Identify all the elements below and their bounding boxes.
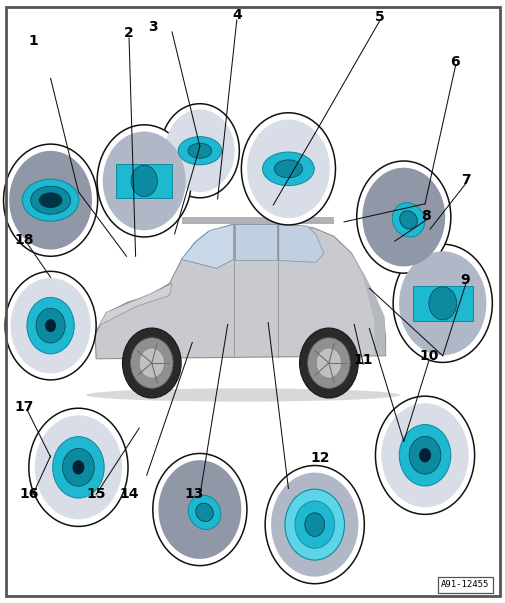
- Text: 8: 8: [420, 209, 430, 223]
- Circle shape: [153, 453, 246, 566]
- Circle shape: [5, 271, 96, 380]
- Text: 6: 6: [449, 55, 460, 69]
- Text: 17: 17: [14, 400, 33, 414]
- Ellipse shape: [22, 179, 79, 221]
- Circle shape: [294, 501, 334, 548]
- Ellipse shape: [262, 152, 314, 186]
- Circle shape: [362, 168, 444, 267]
- Polygon shape: [116, 164, 172, 198]
- Polygon shape: [278, 224, 323, 262]
- Circle shape: [375, 396, 474, 514]
- Polygon shape: [235, 224, 277, 260]
- Circle shape: [428, 287, 456, 320]
- Text: 7: 7: [460, 172, 470, 187]
- Circle shape: [35, 415, 122, 519]
- Text: 2: 2: [124, 26, 134, 40]
- Text: 1: 1: [28, 34, 38, 48]
- Circle shape: [398, 251, 485, 355]
- Text: 12: 12: [310, 451, 329, 466]
- Text: 18: 18: [14, 233, 33, 247]
- Circle shape: [72, 460, 84, 475]
- Polygon shape: [95, 283, 172, 333]
- Text: 10: 10: [419, 349, 438, 363]
- Circle shape: [122, 328, 181, 398]
- Circle shape: [284, 489, 344, 560]
- Text: 13: 13: [184, 487, 204, 502]
- Polygon shape: [181, 224, 233, 268]
- Circle shape: [307, 338, 349, 388]
- Circle shape: [53, 437, 104, 498]
- Circle shape: [27, 297, 74, 354]
- Circle shape: [160, 104, 239, 198]
- Ellipse shape: [188, 495, 220, 529]
- Circle shape: [131, 165, 157, 197]
- Text: 5: 5: [374, 10, 384, 24]
- Ellipse shape: [86, 388, 399, 402]
- Circle shape: [11, 278, 90, 373]
- Text: 15: 15: [86, 487, 106, 502]
- Circle shape: [36, 308, 65, 343]
- Ellipse shape: [30, 186, 71, 214]
- Circle shape: [265, 466, 364, 584]
- Circle shape: [246, 119, 329, 218]
- Circle shape: [158, 460, 241, 559]
- Circle shape: [103, 131, 185, 230]
- Text: 4: 4: [231, 8, 241, 22]
- Circle shape: [392, 244, 491, 362]
- Circle shape: [418, 448, 430, 463]
- Polygon shape: [412, 286, 472, 321]
- Ellipse shape: [39, 192, 62, 208]
- Circle shape: [409, 437, 440, 474]
- Polygon shape: [351, 253, 385, 355]
- Ellipse shape: [178, 137, 221, 165]
- Circle shape: [63, 449, 94, 486]
- Ellipse shape: [391, 203, 424, 237]
- Ellipse shape: [195, 503, 213, 522]
- Circle shape: [271, 473, 358, 576]
- Circle shape: [4, 144, 97, 256]
- Text: 14: 14: [119, 487, 138, 502]
- Circle shape: [97, 125, 191, 237]
- Circle shape: [381, 403, 468, 507]
- Circle shape: [139, 348, 164, 378]
- Polygon shape: [182, 217, 333, 224]
- Text: 3: 3: [148, 20, 158, 34]
- Circle shape: [299, 328, 358, 398]
- Circle shape: [398, 425, 450, 486]
- Circle shape: [165, 109, 234, 192]
- Polygon shape: [95, 224, 385, 359]
- Circle shape: [130, 338, 173, 388]
- Ellipse shape: [399, 210, 417, 229]
- Circle shape: [304, 513, 324, 537]
- Circle shape: [45, 319, 56, 332]
- Circle shape: [316, 348, 341, 378]
- Circle shape: [356, 161, 450, 273]
- Ellipse shape: [188, 144, 211, 158]
- Circle shape: [241, 113, 335, 225]
- Circle shape: [9, 151, 92, 250]
- Text: 9: 9: [460, 273, 470, 288]
- Circle shape: [29, 408, 128, 526]
- Text: A91-12455: A91-12455: [440, 581, 489, 589]
- Text: 16: 16: [20, 487, 39, 502]
- Text: 11: 11: [353, 353, 372, 367]
- Ellipse shape: [274, 160, 302, 178]
